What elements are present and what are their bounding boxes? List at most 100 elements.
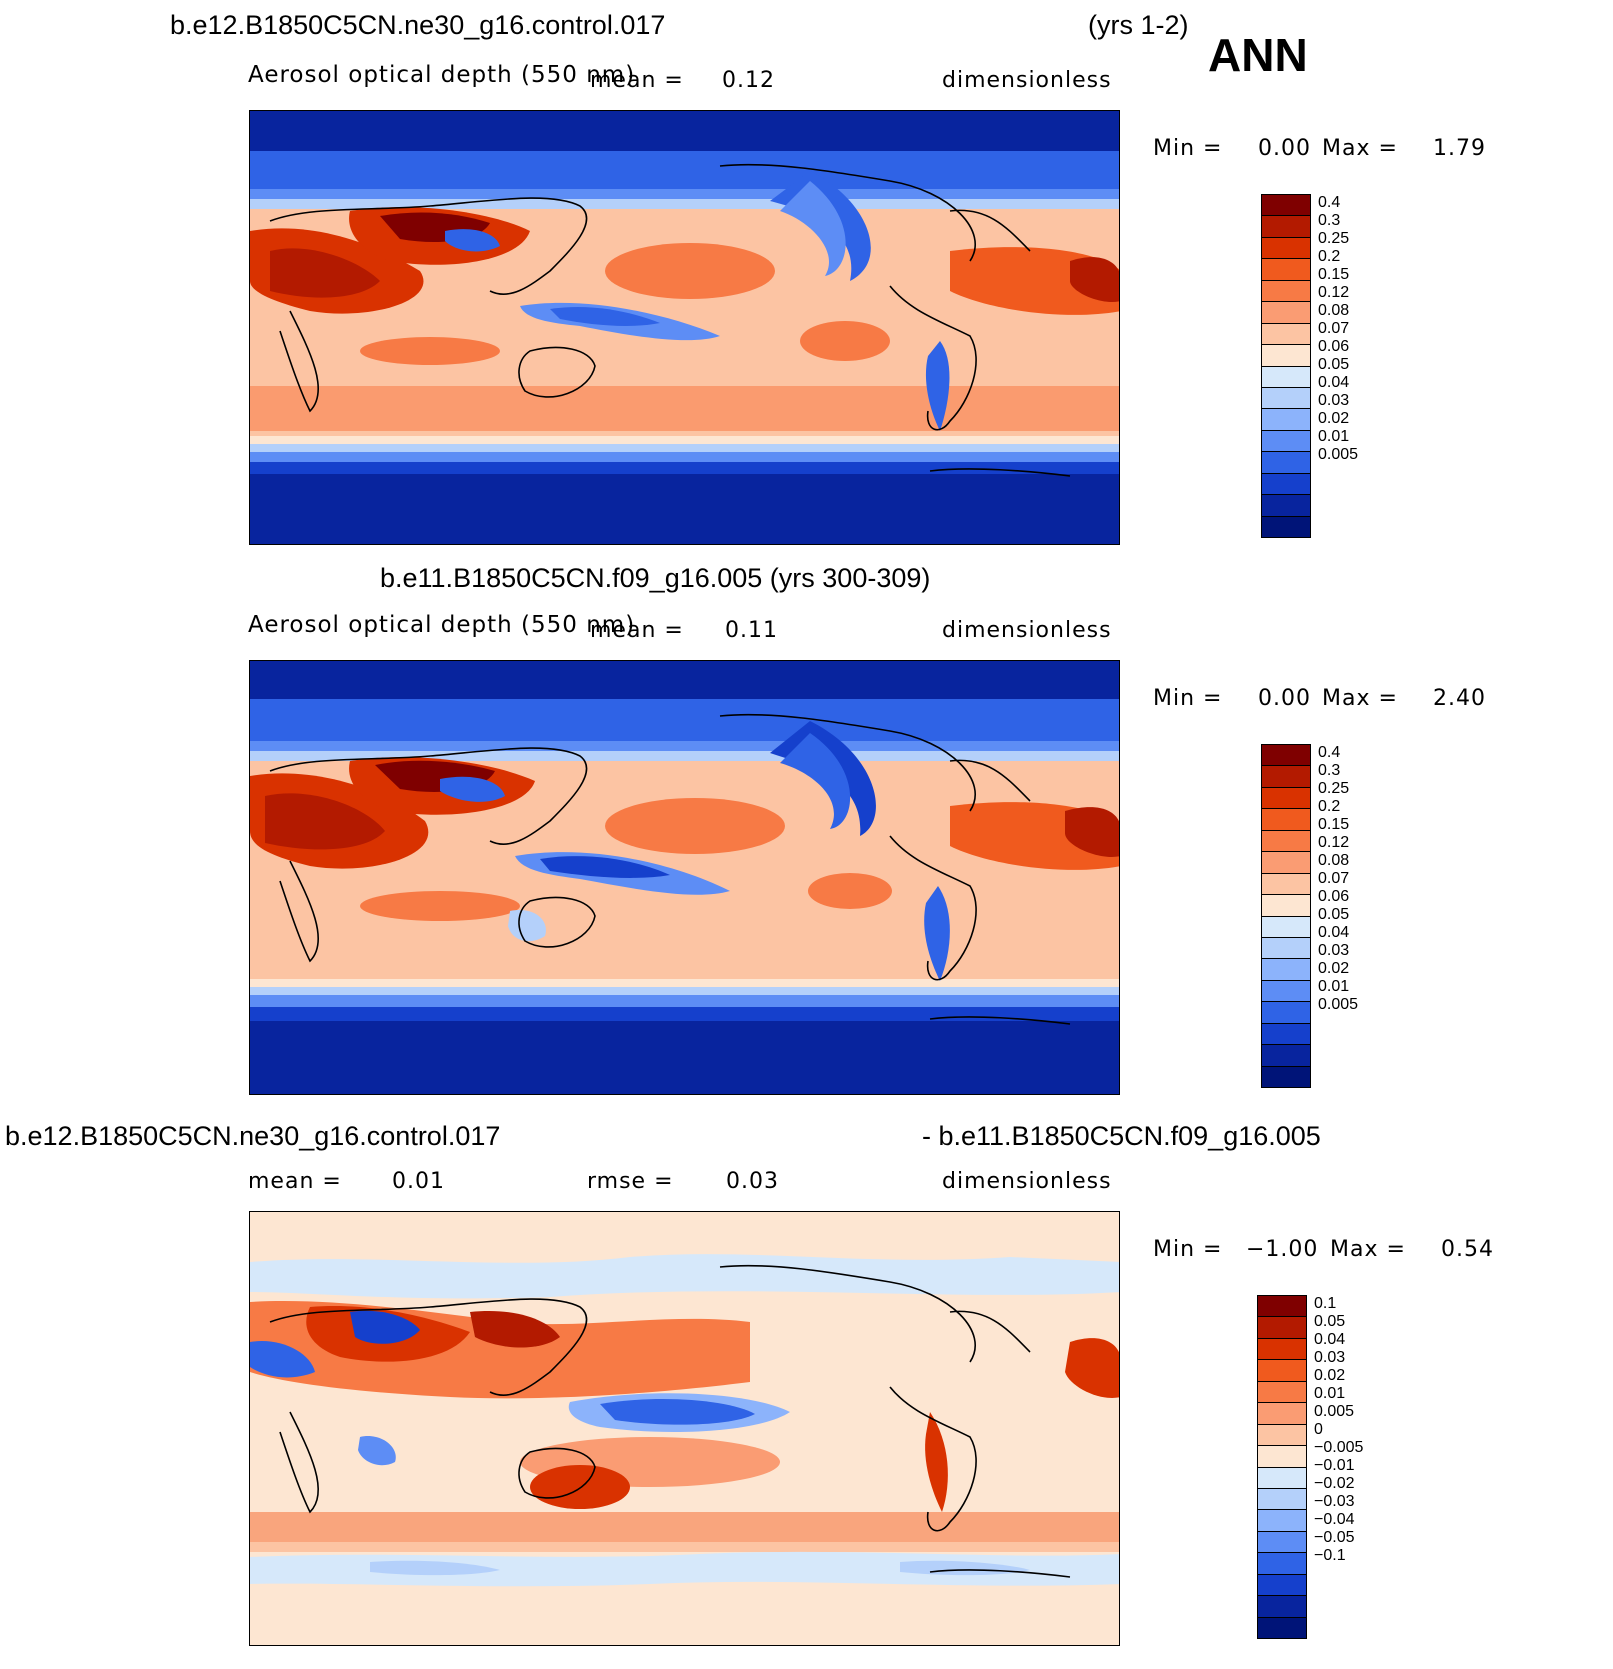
colorbar-cell: [1261, 322, 1311, 346]
panel-diff-units: dimensionless: [942, 1169, 1112, 1194]
top-case-title: b.e12.B1850C5CN.ne30_g16.control.017: [170, 10, 666, 40]
colorbar-cell: [1257, 1316, 1307, 1339]
colorbar-tick-label: −0.02: [1314, 1475, 1355, 1492]
colorbar-tick-label: 0.02: [1314, 1367, 1346, 1384]
colorbar-diff-labels: 0.1 0.05 0.04 0.03 0.02 0.01 0.005 0 −0.005 −0.01…: [1314, 1295, 1404, 1638]
colorbar-cell: [1257, 1359, 1307, 1382]
colorbar-cell: [1261, 829, 1311, 853]
panel-top-max-label: Max =: [1322, 136, 1398, 161]
colorbar-cell: [1261, 344, 1311, 367]
colorbar-tick-label: 0.005: [1318, 996, 1359, 1013]
colorbar-tick-label: −0.04: [1314, 1511, 1355, 1528]
panel-mid-min-value: 0.00: [1258, 686, 1311, 711]
panel-top-variable: Aerosol optical depth (550 nm): [248, 62, 636, 88]
colorbar-tick-label: 0.3: [1318, 212, 1341, 229]
colorbar-cell: [1257, 1402, 1307, 1425]
mid-case-title: b.e11.B1850C5CN.f09_g16.005 (yrs 300-309…: [380, 563, 931, 593]
colorbar-tick-label: −0.03: [1314, 1493, 1355, 1510]
colorbar-tick-label: 0.02: [1318, 960, 1350, 977]
panel-diff-rmse-label: rmse =: [587, 1169, 674, 1194]
colorbar-top-labels: 0.4 0.3 0.25 0.2 0.15 0.12 0.08 0.07 0.06 0.05 0.0…: [1318, 194, 1388, 537]
colorbar-tick-label: 0.08: [1318, 852, 1350, 869]
colorbar-cell: [1261, 429, 1311, 453]
colorbar-cell: [1261, 515, 1311, 538]
panel-diff-max-label: Max =: [1330, 1237, 1406, 1262]
panel-top-min-value: 0.00: [1258, 136, 1311, 161]
panel-top-mean-value: 0.12: [722, 68, 775, 93]
colorbar-tick-label: 0.1: [1314, 1295, 1337, 1312]
panel-mid-units: dimensionless: [942, 618, 1112, 643]
colorbar-cell: [1257, 1466, 1307, 1489]
colorbar-cell: [1257, 1337, 1307, 1361]
colorbar-cell: [1261, 808, 1311, 831]
colorbar-cell: [1261, 979, 1311, 1003]
map-diff-field: [250, 1212, 1119, 1645]
colorbar-cell: [1261, 194, 1311, 217]
colorbar-cell: [1257, 1573, 1307, 1597]
colorbar-cell: [1261, 915, 1311, 938]
panel-mid-min-label: Min =: [1153, 686, 1223, 711]
map-mid-field: [250, 661, 1119, 1094]
panel-diff-mean-label: mean =: [248, 1169, 342, 1194]
colorbar-tick-label: 0.4: [1318, 194, 1341, 211]
colorbar-cell: [1261, 236, 1311, 260]
colorbar-tick-label: 0.05: [1314, 1313, 1346, 1330]
map-top: [249, 110, 1120, 545]
colorbar-cell: [1261, 786, 1311, 810]
colorbar-cell: [1257, 1295, 1307, 1318]
colorbar-cell: [1257, 1530, 1307, 1554]
colorbar-cell: [1261, 408, 1311, 431]
panel-mid-max-value: 2.40: [1433, 686, 1486, 711]
colorbar-mid: [1261, 744, 1311, 1088]
colorbar-cell: [1261, 958, 1311, 981]
panel-top-mean-label: mean =: [590, 68, 684, 93]
colorbar-tick-label: 0.07: [1318, 320, 1350, 337]
panel-mid-mean-value: 0.11: [725, 618, 778, 643]
colorbar-tick-label: 0.2: [1318, 248, 1341, 265]
diff-case-right-title: - b.e11.B1850C5CN.f09_g16.005: [922, 1121, 1321, 1151]
colorbar-tick-label: 0.12: [1318, 284, 1350, 301]
colorbar-cell: [1261, 279, 1311, 303]
colorbar-cell: [1261, 1001, 1311, 1024]
colorbar-cell: [1257, 1380, 1307, 1404]
colorbar-tick-label: 0.06: [1318, 338, 1350, 355]
colorbar-cell: [1261, 1044, 1311, 1067]
colorbar-cell: [1257, 1487, 1307, 1511]
colorbar-tick-label: 0.05: [1318, 356, 1350, 373]
map-top-field: [250, 111, 1119, 544]
map-diff: [249, 1211, 1120, 1646]
colorbar-cell: [1261, 215, 1311, 238]
colorbar-tick-label: 0.07: [1318, 870, 1350, 887]
colorbar-cell: [1257, 1423, 1307, 1447]
colorbar-cell: [1257, 1595, 1307, 1618]
colorbar-cell: [1257, 1616, 1307, 1639]
colorbar-cell: [1261, 494, 1311, 517]
colorbar-tick-label: −0.05: [1314, 1529, 1355, 1546]
panel-mid-max-label: Max =: [1322, 686, 1398, 711]
top-years-label: (yrs 1-2): [1088, 10, 1189, 40]
colorbar-tick-label: 0.2: [1318, 798, 1341, 815]
colorbar-tick-label: 0.04: [1318, 924, 1350, 941]
colorbar-tick-label: 0.03: [1318, 942, 1350, 959]
colorbar-tick-label: 0.15: [1318, 816, 1350, 833]
colorbar-cell: [1261, 1022, 1311, 1046]
panel-diff-min-label: Min =: [1153, 1237, 1223, 1262]
colorbar-tick-label: 0.3: [1318, 762, 1341, 779]
colorbar-cell: [1261, 258, 1311, 281]
diff-case-left-title: b.e12.B1850C5CN.ne30_g16.control.017: [5, 1121, 501, 1151]
panel-top-units: dimensionless: [942, 68, 1112, 93]
colorbar-tick-label: 0.05: [1318, 906, 1350, 923]
colorbar-tick-label: 0.06: [1318, 888, 1350, 905]
colorbar-cell: [1261, 894, 1311, 917]
colorbar-cell: [1261, 936, 1311, 960]
colorbar-tick-label: 0.01: [1318, 978, 1350, 995]
colorbar-tick-label: 0.25: [1318, 780, 1350, 797]
colorbar-tick-label: 0.02: [1318, 410, 1350, 427]
colorbar-cell: [1261, 365, 1311, 388]
panel-mid-mean-label: mean =: [590, 618, 684, 643]
colorbar-cell: [1257, 1552, 1307, 1575]
colorbar-tick-label: 0.03: [1318, 392, 1350, 409]
colorbar-cell: [1261, 1065, 1311, 1088]
panel-diff-min-value: −1.00: [1246, 1237, 1319, 1262]
panel-diff-mean-value: 0.01: [392, 1169, 445, 1194]
